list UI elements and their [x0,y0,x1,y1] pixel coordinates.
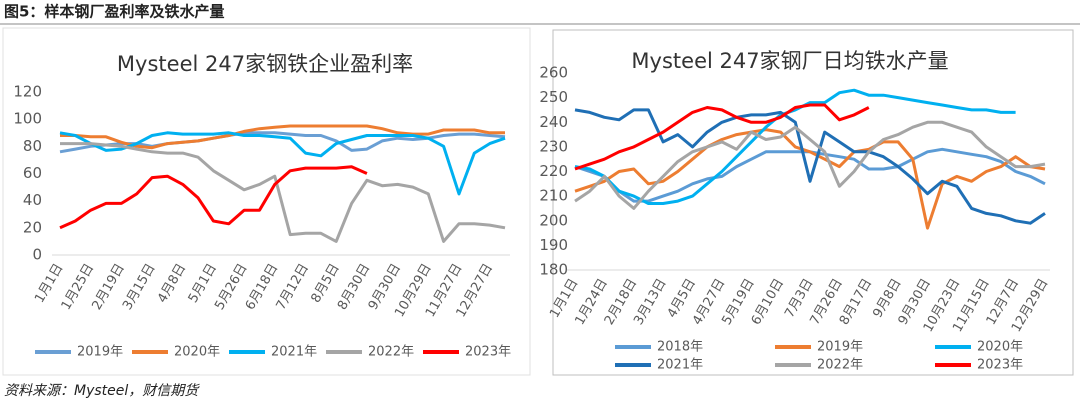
legend-label: 2023年 [465,345,511,360]
source-note: 资料来源：Mysteel，财信期货 [4,383,200,399]
line-series [59,165,368,230]
y-tick-label: 60 [23,164,42,182]
line-series [574,120,1046,210]
y-tick-label: 180 [539,261,568,279]
legend-label: 2020年 [977,340,1023,355]
y-tick-label: 230 [539,137,568,155]
y-tick-label: 40 [23,191,42,209]
legend-label: 2018年 [657,340,703,355]
line-series [574,88,1016,205]
y-tick-label: 210 [539,187,568,205]
y-tick-label: 250 [539,88,568,106]
legend-label: 2021年 [657,358,703,373]
legend-label: 2020年 [174,345,220,360]
panel-border [2,27,531,376]
y-tick-label: 220 [539,162,568,180]
line-series [59,131,506,196]
legend-label: 2019年 [77,345,123,360]
line-series [574,103,870,171]
chart-title: Mysteel 247家钢厂日均铁水产量 [631,49,948,73]
legend-label: 2022年 [817,358,863,373]
legend-label: 2021年 [271,345,317,360]
legend-label: 2023年 [977,358,1023,373]
chart-title: Mysteel 247家钢铁企业盈利率 [117,52,413,76]
y-tick-label: 200 [539,211,568,229]
y-tick-label: 100 [13,110,42,128]
line-series [60,142,506,243]
y-tick-label: 240 [539,113,568,131]
y-tick-label: 120 [13,83,42,101]
panel-border [552,29,1074,376]
line-series [574,128,1046,230]
y-tick-label: 0 [32,246,42,264]
legend-label: 2022年 [368,345,414,360]
y-tick-label: 260 [539,64,568,82]
line-series [574,108,1046,225]
figure-title: 图5：样本钢厂盈利率及铁水产量 [4,3,224,21]
y-tick-label: 190 [539,236,568,254]
y-tick-label: 80 [23,137,42,155]
legend-label: 2019年 [817,340,863,355]
x-tick-label: 4月8日 [155,261,189,305]
y-tick-label: 20 [23,218,42,236]
